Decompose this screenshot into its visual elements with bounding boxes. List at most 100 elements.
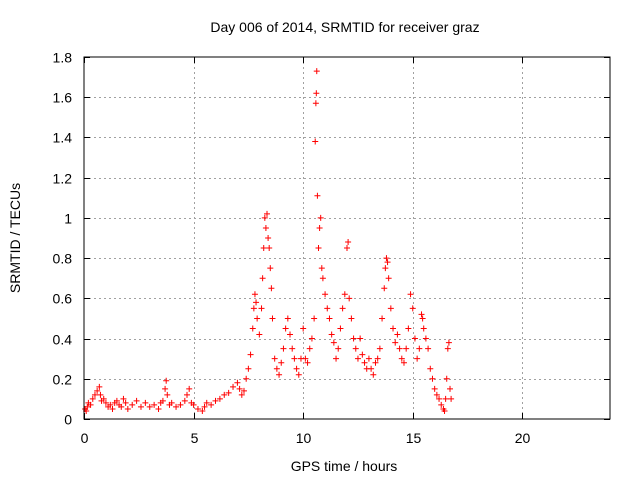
y-tick-label: 1 [64,211,72,227]
x-tick-label: 20 [515,430,531,446]
data-point [216,395,223,402]
y-tick-label: 0.8 [53,251,73,267]
data-point [352,345,359,352]
data-point [308,335,315,342]
data-point [225,389,232,396]
data-point [203,399,210,406]
data-point [382,265,389,272]
data-point [370,371,377,378]
data-point [260,245,267,252]
data-point [287,331,294,338]
data-point [383,255,390,262]
data-point [238,391,245,398]
data-point [208,401,215,408]
y-axis-label: SRMTID / TECUs [7,183,23,293]
data-point [240,387,247,394]
y-tick-label: 1.8 [53,50,73,66]
data-point [107,401,114,408]
data-point [317,214,324,221]
x-tick-label: 5 [191,430,199,446]
data-point [394,331,401,338]
data-point [250,305,257,312]
data-point [253,299,260,306]
data-point [87,401,94,408]
data-point [318,265,325,272]
data-point [163,377,170,384]
data-point [376,345,383,352]
data-point [243,375,250,382]
plot-area-frame [83,56,611,420]
data-point [268,285,275,292]
data-point [133,397,140,404]
data-point [385,275,392,282]
data-point [316,224,323,231]
data-point [96,383,103,390]
data-point [249,325,256,332]
data-point [345,239,352,246]
data-point [346,295,353,302]
data-point [448,395,455,402]
axis-ticks [84,57,610,420]
data-point [289,345,296,352]
data-point [122,399,129,406]
data-point [146,403,153,410]
data-point [194,405,201,412]
data-point [89,395,96,402]
data-point [359,351,366,358]
data-point [168,399,175,406]
data-point [212,397,219,404]
data-point [291,355,298,362]
data-point [357,335,364,342]
x-tick-label: 10 [296,430,312,446]
data-point [419,315,426,322]
data-point [429,375,436,382]
data-point [162,385,169,392]
data-point [245,365,252,372]
data-point [403,345,410,352]
x-tick-label: 0 [81,430,89,446]
data-point [427,365,434,372]
data-point [324,305,331,312]
data-point [341,291,348,298]
data-point [151,401,158,408]
data-point [278,359,285,366]
data-point [199,407,206,414]
y-tick-label: 1.2 [53,171,73,187]
data-point [414,355,421,362]
data-point [311,315,318,322]
data-point [396,345,403,352]
data-point [425,345,432,352]
data-point [392,339,399,346]
data-point [420,325,427,332]
data-point [100,395,107,402]
data-point [447,385,454,392]
data-point [164,391,171,398]
data-point [322,291,329,298]
data-point [184,391,191,398]
data-point [326,315,333,322]
data-point [411,335,418,342]
data-point [365,355,372,362]
data-point [230,383,237,390]
data-point [295,371,302,378]
data-point [293,365,300,372]
data-point [319,275,326,282]
data-point [379,315,386,322]
data-point [418,311,425,318]
data-point [431,385,438,392]
data-point [271,355,278,362]
data-point [436,395,443,402]
data-point [306,345,313,352]
data-point [118,403,125,410]
data-point [304,359,311,366]
data-point [442,395,449,402]
data-point [102,399,109,406]
data-point [422,335,429,342]
data-point [262,224,269,231]
data-point [284,315,291,322]
data-point [300,325,307,332]
y-tick-label: 1.4 [53,130,73,146]
data-point [312,100,319,107]
data-point [91,391,98,398]
data-point [361,359,368,366]
